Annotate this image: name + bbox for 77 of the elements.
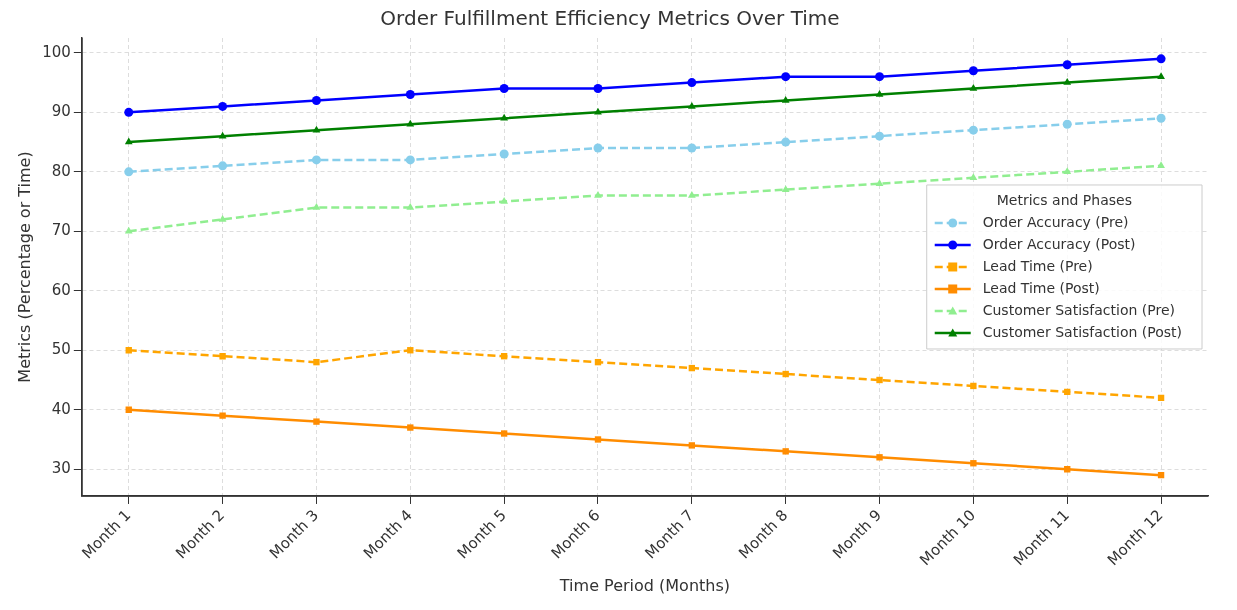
point	[970, 460, 977, 467]
point	[313, 358, 320, 366]
legend-label: Customer Satisfaction (Post)	[982, 323, 1182, 340]
point	[124, 107, 134, 117]
point	[500, 197, 509, 204]
point	[124, 137, 133, 145]
y-tick-label: 60	[51, 280, 71, 299]
point	[1062, 60, 1072, 70]
point	[499, 84, 509, 94]
point	[1063, 78, 1072, 85]
chart-title: Order Fulfillment Efficiency Metrics Over Time	[380, 6, 840, 31]
point	[219, 412, 226, 419]
point	[405, 90, 415, 99]
point	[312, 203, 321, 210]
point	[1157, 72, 1165, 79]
point	[968, 66, 978, 76]
legend-label: Order Accuracy (Post)	[982, 235, 1136, 252]
y-tick-label: 80	[51, 161, 71, 180]
y-tick-label: 30	[51, 459, 71, 478]
point	[405, 155, 415, 165]
y-axis-title: Metrics (Percentage or Time)	[14, 151, 34, 383]
legend-label: Lead Time (Pre)	[982, 257, 1093, 274]
point	[1062, 119, 1072, 129]
point	[781, 185, 790, 192]
point	[875, 72, 885, 82]
point	[311, 155, 321, 165]
point	[1157, 161, 1165, 169]
point	[311, 95, 321, 105]
point	[500, 430, 508, 437]
point	[876, 376, 883, 384]
x-axis-title: Time Period (Months)	[558, 575, 731, 595]
point	[781, 72, 791, 82]
point	[969, 84, 978, 91]
point	[594, 436, 602, 443]
point	[687, 191, 696, 198]
point	[969, 173, 978, 181]
legend-title: Metrics and Phases	[996, 191, 1132, 208]
y-tick-label: 40	[51, 399, 71, 418]
point	[688, 442, 696, 449]
point	[687, 143, 697, 153]
point	[500, 113, 509, 121]
point	[782, 448, 789, 455]
point	[875, 90, 884, 97]
legend-label: Lead Time (Post)	[982, 279, 1100, 296]
point	[124, 226, 133, 234]
point	[875, 179, 884, 186]
point	[218, 161, 228, 171]
point	[594, 191, 602, 198]
point	[1063, 167, 1072, 175]
y-tick-label: 100	[42, 42, 71, 61]
point	[218, 101, 228, 111]
y-tick-label: 70	[51, 221, 71, 240]
point	[781, 137, 791, 147]
point	[407, 347, 414, 354]
point	[594, 107, 602, 115]
point	[593, 143, 603, 153]
point	[875, 131, 885, 141]
point	[407, 424, 414, 431]
point	[593, 84, 603, 94]
legend-label: Customer Satisfaction (Pre)	[982, 301, 1175, 318]
point	[687, 101, 696, 109]
point	[406, 203, 415, 210]
point	[876, 454, 883, 461]
point	[968, 125, 978, 135]
point	[124, 167, 134, 177]
point	[970, 382, 977, 390]
legend-label: Order Accuracy (Pre)	[982, 213, 1129, 230]
point	[1156, 54, 1166, 64]
point	[219, 353, 226, 360]
point	[499, 149, 509, 159]
y-tick-label: 50	[51, 340, 71, 359]
point	[1156, 113, 1166, 123]
y-tick-label: 90	[51, 102, 71, 121]
point	[781, 95, 790, 103]
point	[687, 78, 697, 88]
point	[218, 214, 227, 222]
point	[313, 418, 320, 425]
